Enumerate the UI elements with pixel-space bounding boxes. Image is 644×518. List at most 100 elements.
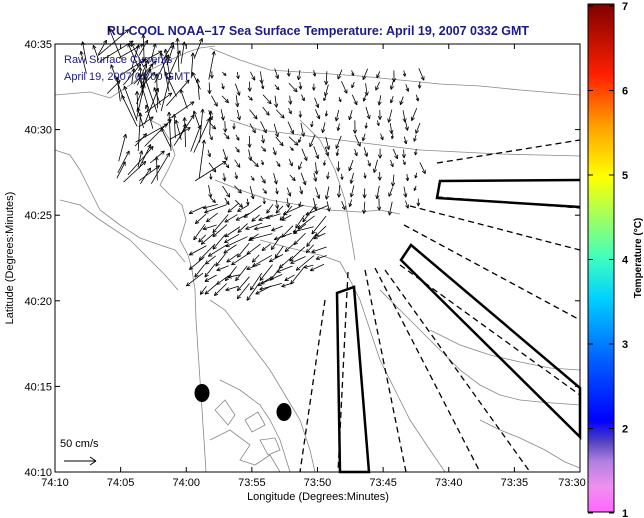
current-vector	[221, 83, 225, 90]
current-vector	[204, 274, 217, 282]
current-vector	[362, 201, 367, 214]
current-vector	[354, 134, 361, 147]
scale-arrow	[64, 456, 97, 466]
current-vector	[362, 68, 369, 81]
current-vector	[210, 71, 214, 79]
x-axis-label: Longitude (Degrees:Minutes)	[247, 491, 389, 503]
current-vector	[273, 123, 279, 138]
current-vector	[234, 172, 238, 180]
current-vector	[365, 106, 371, 120]
current-vector	[133, 60, 157, 85]
current-vector	[260, 146, 267, 152]
x-tick-label: 73:35	[501, 477, 529, 489]
current-vector	[298, 201, 302, 207]
current-vector	[259, 282, 283, 291]
current-vector	[262, 106, 270, 116]
x-tick-label: 73:40	[435, 477, 463, 489]
current-vector	[198, 243, 216, 261]
current-vector	[123, 161, 147, 183]
current-vector	[194, 213, 207, 225]
current-vector	[284, 274, 295, 282]
current-vector	[234, 159, 241, 168]
current-vector	[274, 68, 280, 79]
dashed-transect-lines	[299, 139, 581, 473]
current-vector	[341, 201, 346, 211]
current-vector	[314, 109, 321, 120]
current-vector	[265, 213, 281, 220]
current-vector	[288, 158, 293, 167]
current-vector	[216, 265, 229, 272]
current-vector	[224, 214, 238, 223]
current-vector	[212, 214, 229, 234]
x-tick-label: 74:00	[172, 477, 200, 489]
current-vector	[389, 80, 394, 90]
y-tick-label: 40:10	[24, 467, 52, 479]
current-vector	[336, 185, 342, 198]
current-vector	[399, 96, 404, 106]
current-vector	[300, 172, 307, 186]
current-vector	[260, 121, 267, 134]
current-vector	[166, 79, 190, 107]
current-vector	[405, 84, 410, 92]
current-vector	[314, 97, 320, 108]
current-vector	[208, 184, 213, 198]
current-vector	[367, 160, 371, 167]
current-vector	[338, 96, 342, 103]
current-vector	[192, 110, 201, 130]
current-vector	[306, 233, 317, 247]
current-vector	[362, 188, 367, 199]
current-vector	[284, 242, 295, 253]
current-vector	[274, 245, 284, 259]
colorbar-ticks: 7 6 5 4 3 2 1	[588, 1, 629, 518]
x-tick-label: 73:30	[558, 477, 586, 489]
current-vector	[225, 285, 239, 292]
x-tick-label: 73:45	[369, 477, 397, 489]
current-vector	[414, 149, 418, 156]
current-vector	[324, 84, 329, 97]
current-vector	[204, 204, 227, 214]
current-vector	[257, 276, 273, 287]
y-axis-label: Latitude (Degrees:Minutes)	[4, 192, 16, 325]
current-vector	[207, 82, 212, 94]
current-vector	[144, 104, 154, 129]
current-vector	[138, 67, 143, 96]
current-vector	[224, 162, 230, 169]
current-vector	[351, 81, 355, 89]
current-vector	[311, 246, 327, 254]
current-vector	[235, 95, 240, 108]
current-vector	[309, 263, 325, 272]
current-vector	[305, 244, 314, 254]
current-vector	[405, 174, 410, 182]
colorbar-tick-label: 6	[622, 86, 628, 98]
current-vector	[351, 70, 355, 76]
current-vector	[209, 173, 213, 180]
current-vector	[227, 203, 239, 213]
current-vector	[170, 127, 191, 140]
current-vector	[246, 263, 261, 271]
current-vector	[208, 110, 213, 121]
current-vector	[274, 95, 279, 108]
current-vector	[260, 175, 266, 184]
current-vector	[349, 172, 354, 184]
current-vector	[266, 204, 274, 214]
current-vector	[142, 59, 149, 88]
current-vector	[179, 89, 188, 109]
current-vector	[402, 70, 407, 77]
current-vector	[186, 272, 204, 287]
current-vector	[79, 50, 87, 74]
current-vector	[388, 187, 393, 197]
station-marker-west	[194, 384, 210, 402]
current-vector	[98, 29, 130, 56]
current-vector	[298, 136, 302, 143]
figure-title: RU COOL NOAA–17 Sea Surface Temperature:…	[107, 24, 530, 38]
current-vector	[314, 162, 319, 175]
current-vector	[340, 173, 344, 180]
current-vector	[250, 158, 259, 168]
current-vector	[336, 123, 341, 131]
current-vector	[324, 71, 329, 85]
current-vector	[281, 214, 292, 221]
current-vector	[419, 162, 426, 175]
current-vector	[311, 215, 327, 235]
current-vector	[249, 233, 273, 241]
